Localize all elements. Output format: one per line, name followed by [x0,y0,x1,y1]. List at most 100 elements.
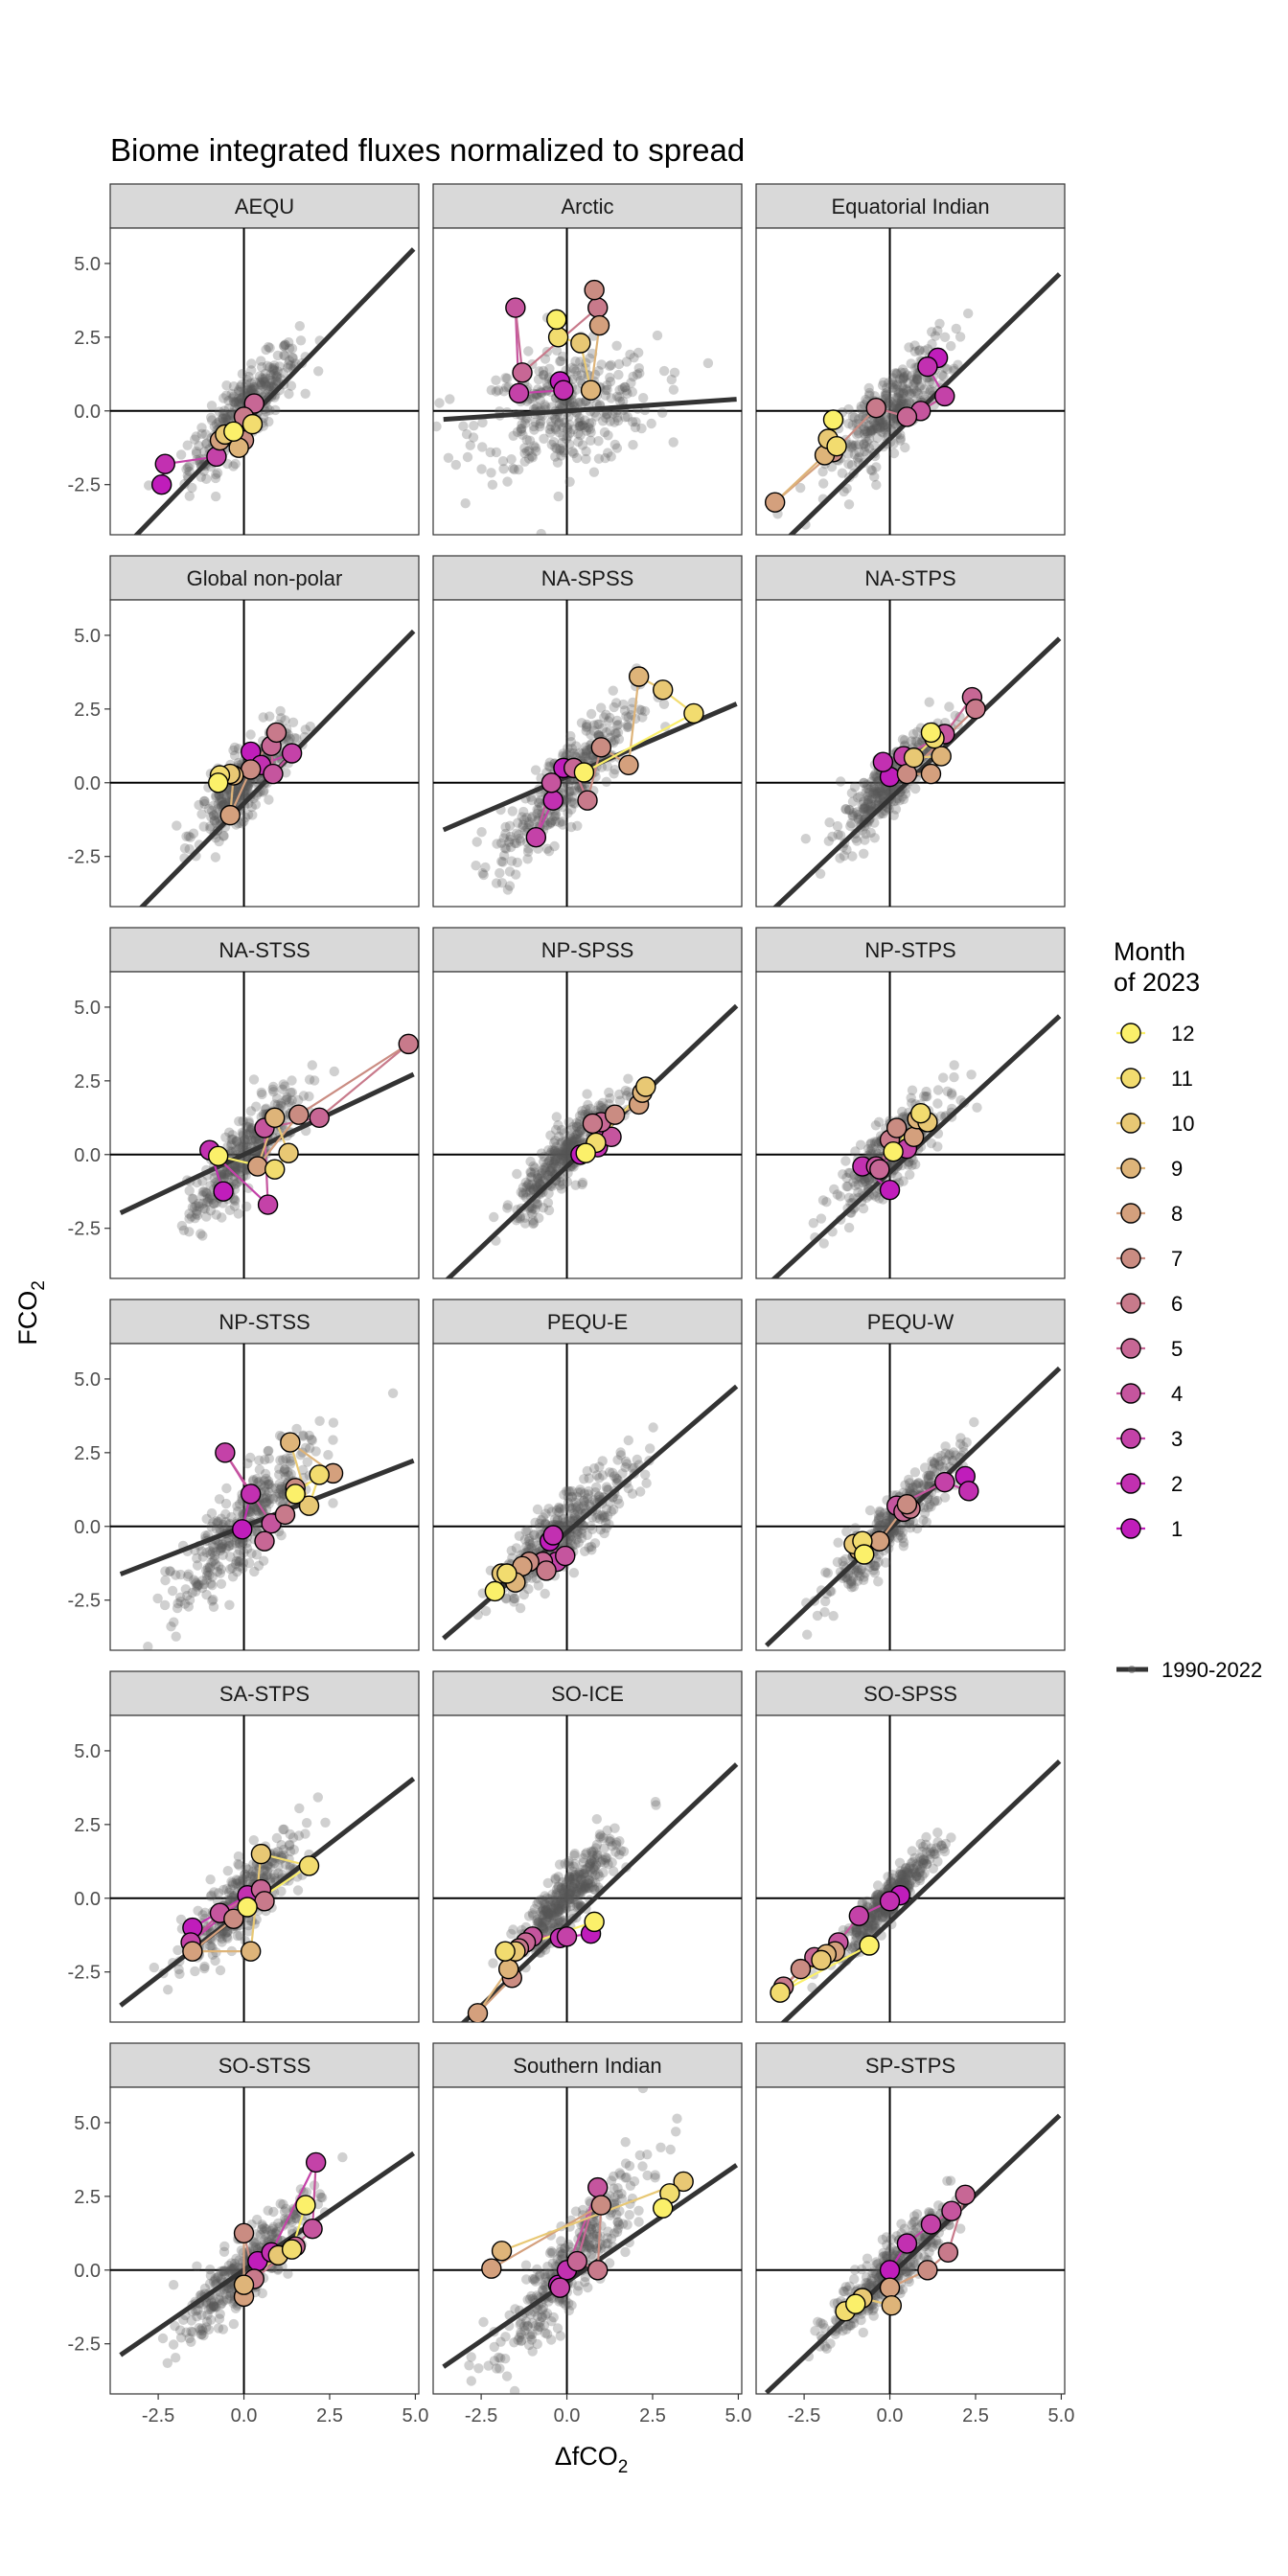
historical-point [249,1566,260,1577]
historical-point [209,1542,219,1553]
historical-point [211,790,221,801]
historical-point [583,1099,593,1111]
historical-point [875,422,886,433]
historical-point [909,388,920,399]
historical-point [172,1598,183,1609]
historical-point [898,373,908,384]
historical-point [610,728,620,739]
historical-point [281,1859,291,1870]
historical-point [237,818,247,829]
historical-point [227,1130,238,1140]
historical-point [557,1137,567,1147]
historical-point [860,426,871,437]
historical-point [225,1564,236,1575]
historical-point [617,1468,628,1479]
historical-point [935,1456,946,1466]
historical-point [592,719,603,729]
historical-point [866,794,877,806]
historical-point [206,1507,218,1519]
historical-point [623,722,633,732]
historical-point [234,1561,244,1572]
historical-point [897,734,908,745]
historical-point [512,1168,522,1180]
historical-point [863,1174,874,1185]
historical-point [857,1174,867,1184]
historical-point [564,1486,575,1497]
historical-point [563,1492,574,1503]
historical-point [911,372,923,382]
panel: NA-SPSS [432,555,743,908]
historical-point [293,1830,305,1841]
historical-point [890,402,902,412]
historical-point [571,1501,582,1512]
historical-point [205,1181,216,1191]
historical-point [511,838,522,849]
historical-point [160,1566,171,1576]
historical-point [528,1161,539,1172]
historical-point [224,1166,236,1177]
historical-point [523,843,534,854]
historical-point [888,413,899,424]
historical-point [184,1185,195,1196]
historical-point [184,1595,196,1605]
historical-point [886,423,896,433]
panel-strip-label: PEQU-W [867,1310,954,1334]
historical-point [932,326,943,336]
month-point [484,1580,506,1602]
historical-point [824,817,835,828]
historical-point [582,721,592,732]
historical-point [228,397,240,407]
historical-point [559,417,569,428]
historical-point [546,1506,557,1517]
historical-point [243,1117,254,1129]
historical-point [853,815,864,825]
month-point [525,826,547,848]
historical-point [208,1556,218,1567]
historical-point [863,1175,875,1185]
month-point [604,1104,626,1125]
historical-point [840,1553,851,1565]
historical-point [829,1184,840,1195]
historical-point [471,861,481,871]
historical-point [872,788,883,799]
historical-point [919,384,930,395]
historical-point [590,411,602,422]
historical-point [530,443,540,453]
historical-point [523,819,535,830]
historical-point [575,1486,586,1498]
historical-point [846,1578,857,1589]
historical-point [550,451,561,462]
historical-point [873,1576,884,1587]
historical-point [848,808,860,818]
panel: PEQU-W [755,1299,1066,1651]
historical-point [287,1075,297,1086]
historical-point [621,1459,632,1469]
historical-point [911,373,922,384]
historical-point [565,1516,576,1527]
historical-point [213,1888,224,1898]
historical-point [274,1479,285,1489]
historical-point [539,370,549,380]
historical-point [280,1081,290,1092]
historical-point [859,777,869,788]
historical-point [225,1884,236,1895]
historical-point [516,424,526,434]
historical-point [465,440,475,450]
historical-point [627,417,638,427]
historical-point [602,1510,613,1522]
historical-point [270,1483,282,1494]
historical-point [570,1510,581,1521]
historical-point [242,782,253,793]
historical-point [846,460,858,471]
y-tick-label: 5.0 [74,1369,101,1391]
historical-point [305,1443,315,1454]
historical-point [249,383,260,395]
historical-point [558,1147,569,1158]
historical-point [259,1476,270,1486]
panel-contents [110,228,419,535]
historical-point [554,418,564,429]
historical-point [595,1100,607,1112]
historical-point [304,1091,314,1102]
historical-point [853,419,863,429]
